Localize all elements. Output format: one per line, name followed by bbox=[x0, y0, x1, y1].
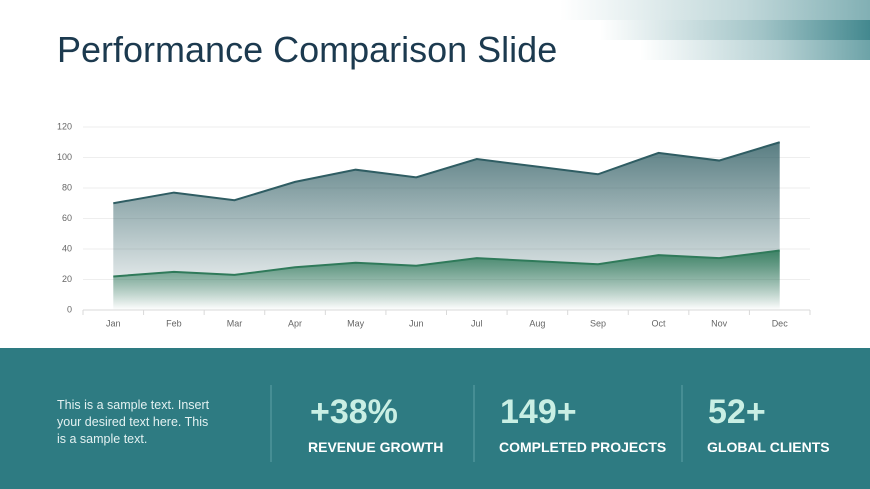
y-tick-label: 100 bbox=[57, 152, 72, 162]
y-tick-label: 20 bbox=[62, 274, 72, 284]
slide-title: Performance Comparison Slide bbox=[57, 29, 557, 70]
x-tick-label: May bbox=[347, 318, 365, 328]
description: This is a sample text. Insert your desir… bbox=[57, 398, 210, 446]
description-line: is a sample text. bbox=[57, 432, 147, 446]
x-tick-label: Sep bbox=[590, 318, 606, 328]
decoration bbox=[560, 0, 870, 60]
x-tick-label: Dec bbox=[772, 318, 789, 328]
y-tick-label: 80 bbox=[62, 182, 72, 192]
chart: 0 20 40 60 80 100 120 Jan Feb Mar Apr May Jun Jul Aug S… bbox=[57, 121, 811, 328]
description-line: This is a sample text. Insert bbox=[57, 398, 210, 412]
stat-value: 149+ bbox=[500, 393, 577, 431]
dividers bbox=[270, 385, 683, 462]
area bbox=[113, 250, 780, 310]
x-tick-label: Aug bbox=[529, 318, 545, 328]
stat-label: COMPLETED PROJECTS bbox=[499, 439, 666, 455]
footer-panel bbox=[0, 348, 870, 489]
stat: 149+ COMPLETED PROJECTS bbox=[499, 393, 666, 455]
description-line: your desired text here. This bbox=[57, 415, 208, 429]
stat-value: 52+ bbox=[708, 393, 766, 431]
area-line bbox=[113, 249, 780, 278]
x-tick-label: Jun bbox=[409, 318, 424, 328]
y-tick-label: 120 bbox=[57, 121, 72, 131]
y-tick-label: 60 bbox=[62, 213, 72, 223]
x-tick-label: Mar bbox=[227, 318, 243, 328]
stat: 52+ GLOBAL CLIENTS bbox=[707, 393, 830, 455]
x-tick-label: Nov bbox=[711, 318, 728, 328]
x-tick-label: Oct bbox=[652, 318, 667, 328]
area-line bbox=[113, 141, 780, 205]
y-tick-label: 40 bbox=[62, 243, 72, 253]
x-tick-label: Feb bbox=[166, 318, 182, 328]
x-tick-label: Jan bbox=[106, 318, 121, 328]
stat-label: REVENUE GROWTH bbox=[308, 439, 443, 455]
stat-value: +38% bbox=[310, 393, 398, 431]
x-tick-label: Apr bbox=[288, 318, 302, 328]
x-tick-label: Jul bbox=[471, 318, 483, 328]
stat: +38% REVENUE GROWTH bbox=[308, 393, 443, 455]
y-tick-label: 0 bbox=[67, 304, 72, 314]
stat-label: GLOBAL CLIENTS bbox=[707, 439, 830, 455]
